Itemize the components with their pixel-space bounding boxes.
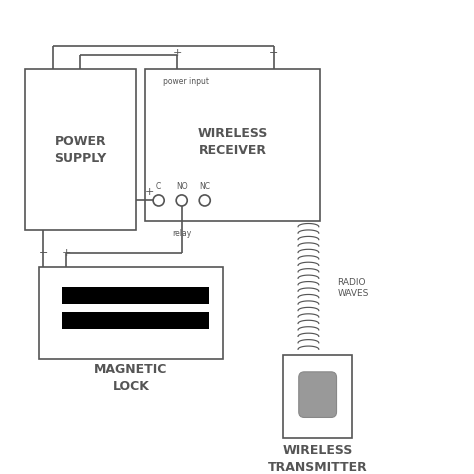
Circle shape: [199, 195, 210, 206]
Text: +: +: [173, 47, 182, 58]
Text: NO: NO: [176, 182, 188, 191]
Bar: [25, 69, 136, 230]
Bar: [62, 287, 210, 304]
Bar: [283, 355, 352, 438]
Text: POWER
SUPPLY: POWER SUPPLY: [54, 135, 107, 165]
Circle shape: [153, 195, 164, 206]
Bar: [39, 267, 223, 359]
FancyBboxPatch shape: [299, 372, 337, 418]
Text: WIRELESS
TRANSMITTER: WIRELESS TRANSMITTER: [268, 444, 367, 474]
Text: −: −: [269, 47, 279, 58]
Text: +: +: [145, 187, 154, 197]
Text: power input: power input: [163, 77, 209, 86]
Circle shape: [176, 195, 187, 206]
Text: C: C: [156, 182, 161, 191]
Bar: [145, 69, 320, 221]
Text: MAGNETIC
LOCK: MAGNETIC LOCK: [94, 363, 168, 393]
Text: NC: NC: [199, 182, 210, 191]
Text: −: −: [39, 248, 48, 258]
Text: RADIO
WAVES: RADIO WAVES: [337, 278, 369, 299]
Bar: [62, 312, 210, 329]
Text: +: +: [62, 248, 71, 258]
Text: relay: relay: [173, 229, 192, 238]
Text: WIRELESS
RECEIVER: WIRELESS RECEIVER: [197, 127, 268, 157]
